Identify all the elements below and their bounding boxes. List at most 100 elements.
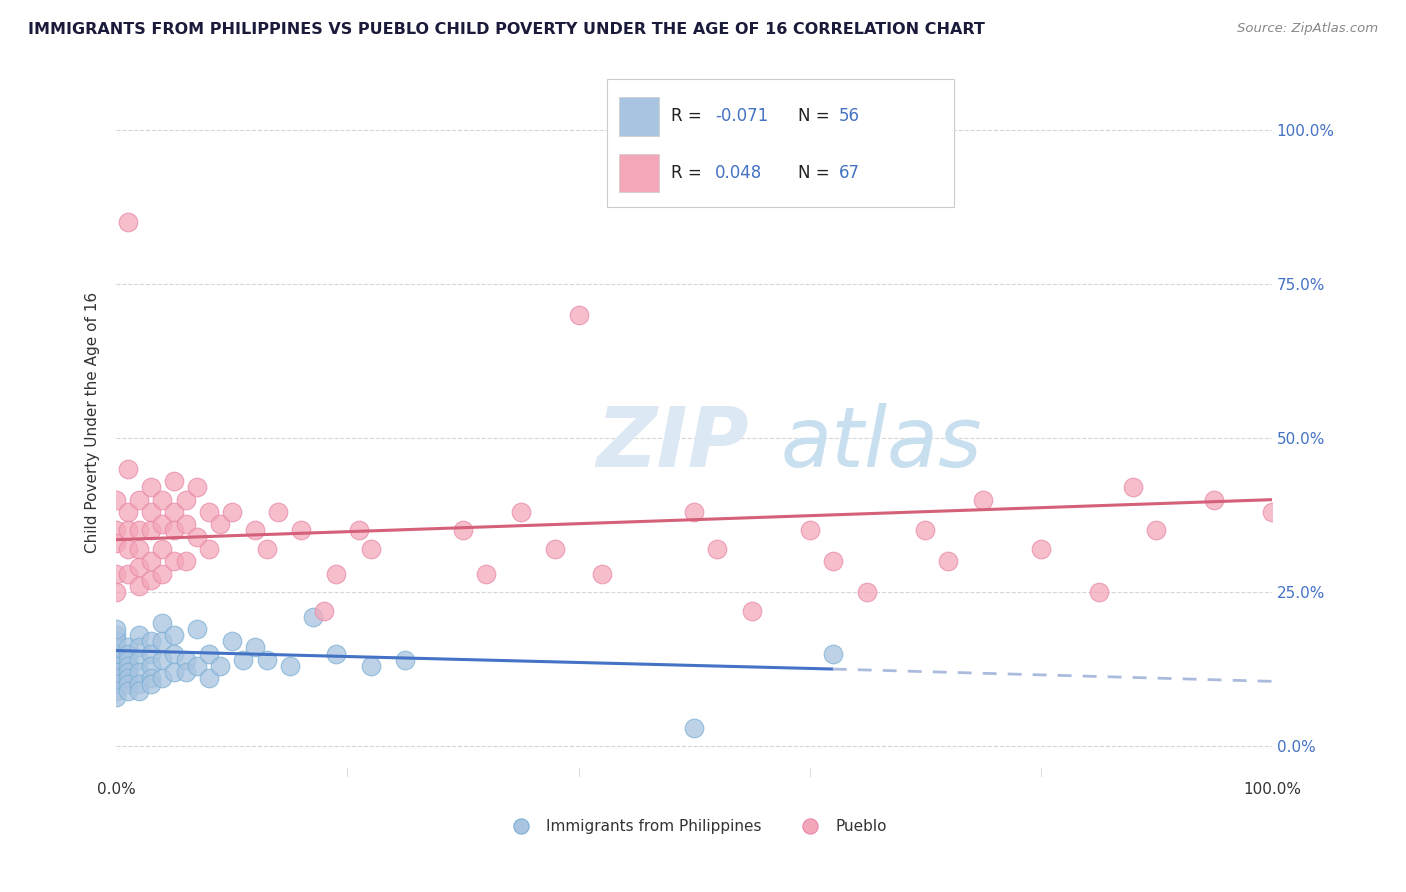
Point [475, 566, 498, 581]
Point [128, 579, 150, 593]
Point [163, 554, 186, 568]
Point [139, 647, 162, 661]
Point [128, 683, 150, 698]
Point [105, 628, 128, 642]
Text: 67: 67 [838, 163, 859, 182]
Point [186, 659, 208, 673]
Point [544, 541, 567, 556]
Point [174, 653, 197, 667]
Point [163, 647, 186, 661]
Point [105, 535, 128, 549]
Point [105, 665, 128, 679]
Point [209, 659, 232, 673]
Point [105, 683, 128, 698]
Point [683, 505, 706, 519]
Point [451, 524, 474, 538]
Point [290, 524, 312, 538]
Point [139, 677, 162, 691]
Point [105, 690, 128, 704]
Point [174, 665, 197, 679]
Point [139, 554, 162, 568]
Point [163, 628, 186, 642]
Text: Immigrants from Philippines: Immigrants from Philippines [546, 819, 762, 834]
Point [105, 659, 128, 673]
Point [394, 653, 416, 667]
Point [856, 585, 879, 599]
Point [163, 524, 186, 538]
FancyBboxPatch shape [607, 79, 955, 207]
Point [821, 554, 844, 568]
Point [325, 566, 347, 581]
Point [347, 524, 370, 538]
Point [117, 462, 139, 476]
Point [163, 474, 186, 488]
Point [221, 505, 243, 519]
Point [278, 659, 301, 673]
Point [105, 585, 128, 599]
Y-axis label: Child Poverty Under the Age of 16: Child Poverty Under the Age of 16 [86, 292, 100, 553]
Point [105, 653, 128, 667]
Point [152, 634, 174, 648]
Bar [619, 153, 659, 193]
Point [197, 647, 219, 661]
Point [567, 308, 589, 322]
Text: N =: N = [799, 107, 835, 125]
Text: atlas: atlas [780, 403, 983, 484]
Point [117, 505, 139, 519]
Point [1087, 585, 1109, 599]
Point [117, 541, 139, 556]
Point [186, 622, 208, 636]
Point [105, 640, 128, 655]
Point [139, 505, 162, 519]
Point [105, 634, 128, 648]
Point [139, 659, 162, 673]
Point [741, 603, 763, 617]
Text: IMMIGRANTS FROM PHILIPPINES VS PUEBLO CHILD POVERTY UNDER THE AGE OF 16 CORRELAT: IMMIGRANTS FROM PHILIPPINES VS PUEBLO CH… [28, 22, 986, 37]
Point [799, 782, 821, 797]
Point [232, 653, 254, 667]
Point [128, 640, 150, 655]
Point [128, 653, 150, 667]
Point [314, 603, 336, 617]
Point [117, 659, 139, 673]
Point [139, 671, 162, 685]
Point [197, 541, 219, 556]
Point [117, 665, 139, 679]
Point [152, 492, 174, 507]
Point [914, 524, 936, 538]
Point [799, 524, 821, 538]
Point [186, 480, 208, 494]
Point [1261, 505, 1284, 519]
Point [139, 634, 162, 648]
Point [256, 541, 278, 556]
Point [360, 659, 382, 673]
Text: Pueblo: Pueblo [835, 819, 887, 834]
Point [117, 647, 139, 661]
Point [706, 541, 728, 556]
Point [117, 566, 139, 581]
Point [221, 634, 243, 648]
Point [936, 554, 959, 568]
Point [360, 541, 382, 556]
Point [128, 524, 150, 538]
Point [683, 721, 706, 735]
Point [128, 677, 150, 691]
Point [105, 622, 128, 636]
Point [325, 647, 347, 661]
Point [267, 505, 290, 519]
Point [152, 541, 174, 556]
Point [128, 628, 150, 642]
Point [152, 671, 174, 685]
Point [1122, 480, 1144, 494]
Point [174, 554, 197, 568]
Point [163, 665, 186, 679]
Point [105, 524, 128, 538]
Point [152, 615, 174, 630]
Point [139, 524, 162, 538]
Point [117, 677, 139, 691]
Point [117, 215, 139, 229]
Point [139, 480, 162, 494]
Text: -0.071: -0.071 [714, 107, 768, 125]
Point [243, 524, 266, 538]
Text: R =: R = [671, 163, 707, 182]
